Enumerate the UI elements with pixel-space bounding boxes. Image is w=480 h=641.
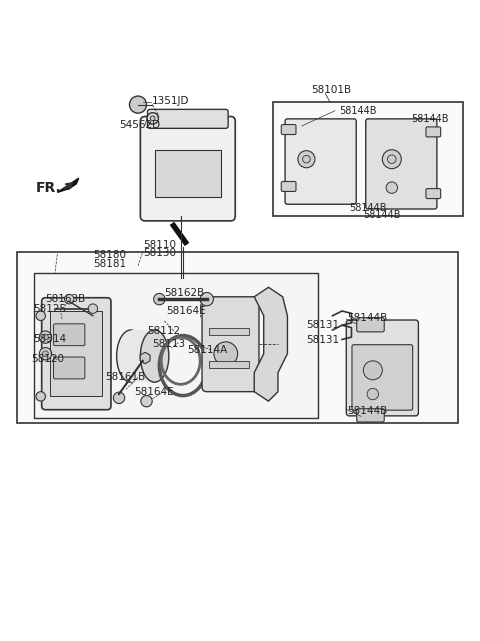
FancyBboxPatch shape xyxy=(202,297,259,392)
Circle shape xyxy=(39,331,52,344)
Circle shape xyxy=(36,311,46,320)
Text: 58131: 58131 xyxy=(306,320,339,330)
Circle shape xyxy=(141,395,152,407)
Text: 58144B: 58144B xyxy=(340,106,377,116)
Circle shape xyxy=(43,351,48,356)
Circle shape xyxy=(363,361,383,380)
FancyBboxPatch shape xyxy=(426,127,441,137)
Circle shape xyxy=(150,116,155,121)
Text: 58131: 58131 xyxy=(306,335,339,345)
Circle shape xyxy=(39,347,52,360)
Text: 58162B: 58162B xyxy=(164,288,204,298)
Text: 58101B: 58101B xyxy=(311,85,351,96)
Text: 58125: 58125 xyxy=(34,304,67,313)
FancyBboxPatch shape xyxy=(147,110,228,128)
Bar xyxy=(155,150,221,197)
Text: FR.: FR. xyxy=(36,181,62,195)
FancyBboxPatch shape xyxy=(281,181,296,192)
Text: 58113: 58113 xyxy=(152,339,185,349)
Circle shape xyxy=(36,392,46,401)
Text: 58144B: 58144B xyxy=(347,406,387,415)
Circle shape xyxy=(154,294,165,305)
Circle shape xyxy=(387,155,396,163)
Text: 58180: 58180 xyxy=(93,250,126,260)
Text: 58144B: 58144B xyxy=(411,114,448,124)
Text: 58314: 58314 xyxy=(34,335,67,344)
Circle shape xyxy=(130,96,146,113)
Text: 1351JD: 1351JD xyxy=(152,96,190,106)
Polygon shape xyxy=(254,287,288,401)
Circle shape xyxy=(64,294,74,304)
Circle shape xyxy=(298,151,315,168)
Text: 58164E: 58164E xyxy=(135,387,174,397)
FancyBboxPatch shape xyxy=(352,345,413,410)
Circle shape xyxy=(147,113,158,124)
Circle shape xyxy=(386,182,397,194)
FancyBboxPatch shape xyxy=(285,119,356,204)
Circle shape xyxy=(113,392,125,404)
FancyBboxPatch shape xyxy=(54,324,85,345)
FancyBboxPatch shape xyxy=(357,409,384,422)
Circle shape xyxy=(214,342,238,365)
Text: 58181: 58181 xyxy=(93,258,126,269)
Text: 54562D: 54562D xyxy=(119,120,160,129)
Text: 58144B: 58144B xyxy=(347,313,387,323)
Text: 58163B: 58163B xyxy=(46,294,86,304)
Text: 58110: 58110 xyxy=(143,240,176,249)
Bar xyxy=(17,252,458,422)
Text: 58130: 58130 xyxy=(143,248,176,258)
Bar xyxy=(209,361,250,368)
Circle shape xyxy=(302,155,310,163)
FancyBboxPatch shape xyxy=(140,117,235,221)
Circle shape xyxy=(383,150,401,169)
Text: 58120: 58120 xyxy=(31,354,64,364)
Ellipse shape xyxy=(140,330,169,382)
Bar xyxy=(273,103,463,216)
Text: 58144B: 58144B xyxy=(349,203,386,213)
FancyBboxPatch shape xyxy=(426,188,441,199)
FancyBboxPatch shape xyxy=(357,318,384,332)
Text: 58161B: 58161B xyxy=(105,372,145,383)
FancyBboxPatch shape xyxy=(366,119,437,209)
FancyBboxPatch shape xyxy=(281,124,296,135)
Bar xyxy=(34,273,318,418)
Circle shape xyxy=(43,334,48,340)
Circle shape xyxy=(200,292,214,306)
Text: 58112: 58112 xyxy=(147,326,180,336)
FancyBboxPatch shape xyxy=(54,357,85,379)
Text: 58114A: 58114A xyxy=(187,345,227,355)
Ellipse shape xyxy=(117,330,145,382)
FancyBboxPatch shape xyxy=(42,297,111,410)
Circle shape xyxy=(367,388,379,400)
Bar xyxy=(209,328,250,335)
Text: 58164E: 58164E xyxy=(167,306,206,316)
Circle shape xyxy=(88,304,97,313)
Bar xyxy=(50,311,102,396)
FancyBboxPatch shape xyxy=(346,320,419,416)
Text: 58144B: 58144B xyxy=(363,210,401,220)
Polygon shape xyxy=(57,178,79,192)
Bar xyxy=(131,330,155,382)
